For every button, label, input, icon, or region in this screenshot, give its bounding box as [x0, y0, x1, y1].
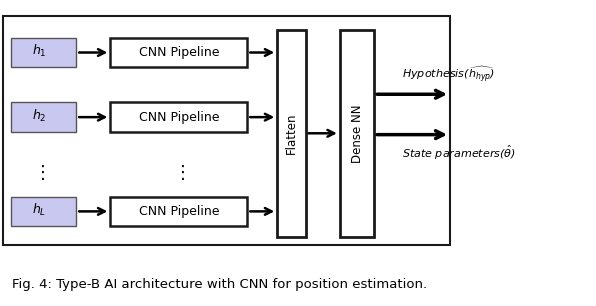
Text: CNN Pipeline: CNN Pipeline — [138, 111, 219, 124]
Text: State parameters($\hat{\theta}$): State parameters($\hat{\theta}$) — [402, 144, 516, 162]
Text: Flatten: Flatten — [285, 113, 298, 154]
FancyBboxPatch shape — [11, 38, 76, 67]
FancyBboxPatch shape — [11, 102, 76, 132]
FancyBboxPatch shape — [277, 30, 306, 237]
Text: CNN Pipeline: CNN Pipeline — [138, 46, 219, 59]
Text: $h_2$: $h_2$ — [32, 107, 46, 124]
Text: $\vdots$: $\vdots$ — [33, 163, 45, 182]
FancyBboxPatch shape — [110, 38, 247, 67]
Text: CNN Pipeline: CNN Pipeline — [138, 205, 219, 218]
Text: $h_L$: $h_L$ — [32, 202, 46, 218]
FancyBboxPatch shape — [110, 102, 247, 132]
FancyBboxPatch shape — [110, 196, 247, 226]
Text: $\vdots$: $\vdots$ — [173, 163, 185, 182]
FancyBboxPatch shape — [340, 30, 374, 237]
Text: $h_1$: $h_1$ — [32, 43, 46, 59]
FancyBboxPatch shape — [11, 196, 76, 226]
Text: Dense NN: Dense NN — [350, 104, 364, 162]
Text: Fig. 4: Type-B AI architecture with CNN for position estimation.: Fig. 4: Type-B AI architecture with CNN … — [12, 278, 427, 291]
Text: Hypothesis($\widehat{h_{hyp}}$): Hypothesis($\widehat{h_{hyp}}$) — [402, 64, 495, 84]
FancyBboxPatch shape — [3, 16, 450, 245]
